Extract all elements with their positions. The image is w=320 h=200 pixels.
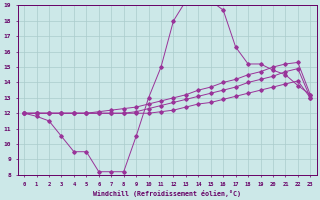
X-axis label: Windchill (Refroidissement éolien,°C): Windchill (Refroidissement éolien,°C) [93, 190, 241, 197]
